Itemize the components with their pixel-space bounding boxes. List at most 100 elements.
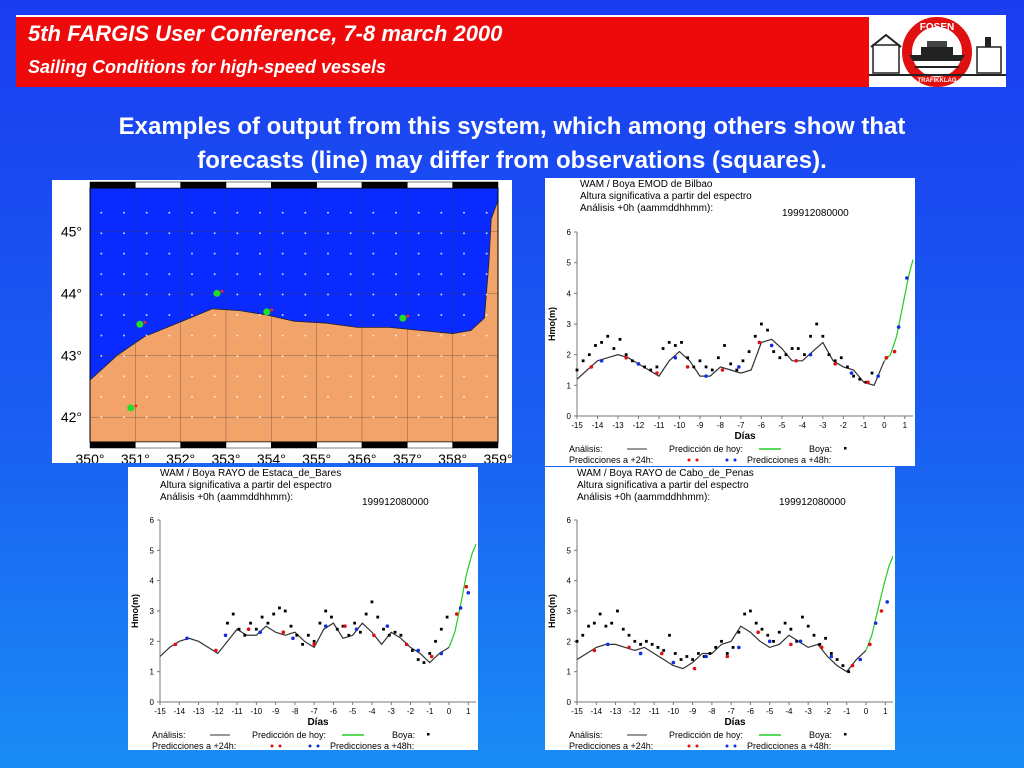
chart-header-variable: Altura significativa a partir del espect… bbox=[160, 480, 332, 491]
map-grid-point bbox=[327, 252, 329, 255]
map-grid-point bbox=[100, 354, 103, 357]
chart-x-tick-label: -9 bbox=[689, 707, 697, 716]
caption-line-1: Examples of output from this system, whi… bbox=[118, 113, 906, 140]
chart-prediction-48h bbox=[439, 651, 444, 656]
map-grid-point bbox=[463, 273, 465, 276]
map-grid-point bbox=[236, 314, 239, 316]
map-lon-label: 356° bbox=[348, 451, 377, 463]
chart-observation-point bbox=[760, 627, 764, 631]
chart-observation-point bbox=[592, 621, 596, 625]
chart-observation-point bbox=[600, 341, 603, 344]
map-grid-point bbox=[463, 293, 465, 296]
chart-legend-48h-swatch bbox=[308, 744, 312, 748]
map-grid-point bbox=[440, 211, 443, 214]
chart-prediction-48h bbox=[354, 627, 359, 631]
map-grid-point bbox=[395, 211, 397, 214]
chart-y-tick-label: 1 bbox=[150, 668, 155, 677]
chart-x-tick-label: -2 bbox=[840, 421, 848, 430]
chart-header-analysis: Análisis +0h (aammddhhmm): bbox=[577, 492, 710, 503]
chart-x-tick-label: -10 bbox=[251, 707, 263, 716]
chart-prediction-24h bbox=[725, 654, 730, 659]
map-grid-point bbox=[123, 354, 125, 357]
map-grid-point bbox=[259, 314, 261, 316]
map-grid-point bbox=[327, 232, 329, 235]
map-grid-point bbox=[100, 211, 103, 214]
map-grid-point bbox=[463, 252, 465, 255]
map-scale-bar bbox=[180, 441, 227, 449]
map-grid-point bbox=[213, 395, 216, 398]
map-grid-point bbox=[349, 354, 352, 357]
chart-observation-point bbox=[649, 368, 653, 372]
map-scale-bar bbox=[271, 181, 317, 189]
chart-prediction-48h bbox=[606, 642, 610, 647]
chart-observation-point bbox=[841, 664, 845, 667]
map-grid-point bbox=[417, 354, 420, 357]
chart-prediction-48h bbox=[829, 654, 834, 659]
map-grid-point bbox=[485, 375, 488, 378]
map-grid-point bbox=[213, 252, 216, 255]
chart-x-tick-label: 1 bbox=[883, 707, 888, 716]
map-grid-point bbox=[259, 395, 261, 398]
chart-legend-forecast-label: Predicción de hoy: bbox=[669, 730, 743, 740]
map-grid-point bbox=[327, 354, 329, 357]
map-grid-point bbox=[304, 252, 307, 255]
chart-observation-point bbox=[870, 371, 874, 375]
map-grid-point bbox=[417, 395, 420, 398]
chart-prediction-48h bbox=[737, 365, 741, 369]
chart-header-date: 199912080000 bbox=[362, 497, 429, 508]
chart-analysis-line bbox=[159, 622, 450, 664]
map-grid-point bbox=[213, 232, 216, 235]
chart-x-tick-label: -11 bbox=[649, 707, 661, 716]
chart-prediction-48h bbox=[323, 624, 328, 628]
map-grid-point bbox=[281, 273, 284, 276]
map-grid-point bbox=[213, 273, 216, 276]
chart-prediction-48h bbox=[185, 636, 189, 641]
map-grid-point bbox=[304, 232, 307, 235]
map-grid-point bbox=[417, 252, 420, 255]
chart-observation-point bbox=[341, 624, 345, 628]
map-grid-point bbox=[191, 293, 193, 296]
chart-observation-point bbox=[796, 347, 800, 350]
chart-prediction-48h bbox=[767, 639, 772, 644]
map-grid-point bbox=[281, 314, 284, 316]
chart-observation-point bbox=[847, 670, 851, 674]
map-grid-point bbox=[327, 211, 329, 214]
map-buoy-marker bbox=[399, 314, 407, 322]
chart-observation-point bbox=[439, 627, 443, 631]
chart-observation-point bbox=[680, 341, 683, 344]
chart-y-tick-label: 6 bbox=[567, 516, 572, 525]
caption-line-2: forecasts (line) may differ from observa… bbox=[197, 147, 827, 174]
chart-observation-point bbox=[753, 334, 757, 338]
map-grid-point bbox=[123, 416, 125, 419]
chart-x-tick-label: -5 bbox=[766, 707, 774, 716]
map-grid-point bbox=[485, 232, 488, 235]
map-grid-point bbox=[349, 273, 352, 276]
chart-observation-point bbox=[710, 368, 714, 372]
chart-legend-analysis-label: Análisis: bbox=[152, 730, 186, 740]
map-grid-point bbox=[304, 314, 307, 316]
chart-header-variable: Altura significativa a partir del espect… bbox=[577, 480, 749, 491]
map-lon-label: 359° bbox=[484, 451, 512, 463]
map-grid-point bbox=[100, 334, 103, 337]
map-grid-point bbox=[349, 293, 352, 296]
map-grid-point bbox=[168, 375, 171, 378]
map-buoy-point bbox=[220, 289, 224, 293]
chart-prediction-24h bbox=[589, 365, 594, 369]
chart-x-tick-label: -3 bbox=[819, 421, 827, 430]
map-grid-point bbox=[395, 314, 397, 316]
chart-x-tick-label: -5 bbox=[349, 707, 357, 716]
map-grid-point bbox=[168, 232, 171, 235]
chart-prediction-48h bbox=[258, 630, 262, 635]
map-grid-point bbox=[145, 416, 148, 419]
map-grid-point bbox=[123, 252, 125, 255]
chart-observation-point bbox=[587, 353, 591, 357]
chart-x-tick-label: -8 bbox=[291, 707, 299, 716]
chart-x-tick-label: -15 bbox=[571, 707, 583, 716]
chart-prediction-48h bbox=[291, 636, 295, 641]
chart-x-axis-label: Días bbox=[307, 717, 329, 728]
chart-y-tick-label: 1 bbox=[567, 668, 572, 677]
chart-x-tick-label: -12 bbox=[212, 707, 224, 716]
map-grid-point bbox=[145, 273, 148, 276]
map-buoy-point bbox=[406, 314, 410, 318]
